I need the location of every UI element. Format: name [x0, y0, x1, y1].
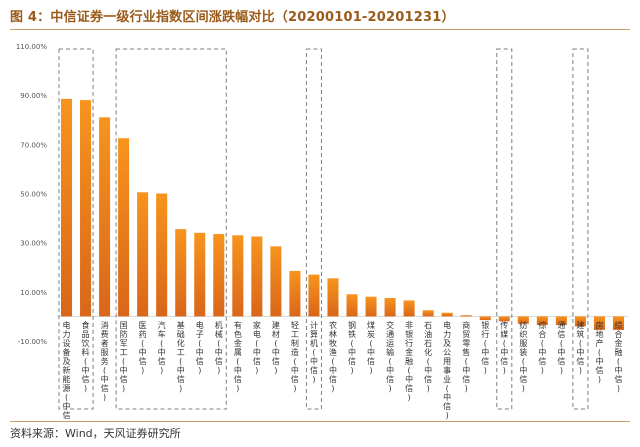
title-divider: [10, 29, 630, 30]
bar: [99, 117, 111, 317]
bar: [137, 192, 149, 317]
bar: [612, 316, 624, 330]
bar-chart: -10.00% 10.00% 30.00% 50.00% 70.00% 90.00% 110…: [16, 43, 628, 420]
category-label: 交通运输(中信): [386, 320, 394, 393]
bar: [118, 138, 130, 317]
bar: [517, 316, 529, 324]
y-tick-label: 110.00%: [16, 43, 47, 51]
highlight-box: [496, 48, 513, 410]
bar: [213, 234, 225, 317]
bar: [479, 316, 491, 321]
bar: [289, 270, 301, 317]
category-label: 房地产(中信): [595, 320, 603, 384]
bar: [593, 316, 605, 330]
category-label: 传媒(中信): [500, 320, 508, 375]
category-label: 家电(中信): [253, 320, 261, 375]
source-note: 资料来源：Wind，天风证券研究所: [10, 427, 181, 440]
category-label: 计算机(中信): [310, 320, 318, 384]
category-label: 食品饮料(中信): [82, 320, 90, 393]
bar: [536, 316, 548, 326]
bar-series: [61, 98, 624, 330]
category-label: 非银行金融(中信): [405, 320, 413, 402]
category-label: 机械(中信): [215, 320, 223, 375]
category-label: 国防军工(中信): [120, 321, 128, 393]
category-label: 有色金属(中信): [234, 320, 242, 393]
y-axis: -10.00% 10.00% 30.00% 50.00% 70.00% 90.00% 110…: [16, 43, 48, 346]
bar: [251, 236, 263, 317]
highlight-box: [572, 48, 589, 410]
category-label: 农林牧渔(中信): [329, 320, 337, 393]
category-label: 建筑(中信): [576, 320, 584, 375]
category-labels: 电力设备及新能源(中信) 食品饮料(中信) 消费者服务(中信) 国防军工(中信) 医药(…: [63, 320, 623, 420]
highlight-boxes: [58, 48, 589, 410]
bar: [422, 310, 434, 317]
bar: [270, 246, 282, 317]
bar: [574, 316, 586, 327]
y-tick-label: 30.00%: [20, 240, 47, 248]
category-label: 电力设备及新能源(中信): [63, 320, 71, 420]
category-label: 银行(中信): [481, 320, 489, 375]
category-label: 商贸零售(中信): [462, 320, 470, 393]
highlight-box: [58, 48, 94, 410]
bar: [441, 312, 453, 317]
bar: [80, 100, 92, 317]
category-label: 建材(中信): [272, 320, 280, 375]
bar: [175, 229, 187, 317]
category-label: 通信(中信): [557, 320, 565, 375]
y-tick-label: 70.00%: [20, 141, 47, 149]
bar: [555, 316, 567, 326]
category-label: 电力及公用事业(中信): [443, 320, 451, 420]
bar: [308, 274, 320, 317]
category-label: 石油石化(中信): [424, 321, 432, 393]
bar: [61, 98, 73, 317]
bar: [384, 297, 396, 317]
y-tick-label: 10.00%: [20, 289, 47, 297]
bar: [365, 296, 377, 317]
category-label: 消费者服务(中信): [101, 320, 109, 402]
figure-title: 图 4：中信证券一级行业指数区间涨跌幅对比（20200101-20201231）: [10, 10, 455, 25]
y-tick-label: 90.00%: [20, 92, 47, 100]
highlight-box: [305, 48, 322, 410]
category-label: 轻工制造(中信): [291, 320, 299, 393]
category-label: 纺织服装(中信): [519, 320, 527, 393]
category-label: 基础化工(中信): [177, 320, 185, 393]
highlight-box: [115, 48, 227, 410]
category-label: 综合(中信): [538, 320, 546, 375]
bar: [327, 278, 339, 317]
bar: [498, 316, 510, 322]
category-label: 煤炭(中信): [367, 320, 375, 375]
y-tick-label: -10.00%: [18, 338, 48, 346]
category-label: 钢铁(中信): [348, 320, 356, 375]
category-label: 综合金融(中信): [614, 320, 622, 393]
bar: [403, 300, 415, 317]
category-label: 汽车(中信): [158, 320, 166, 375]
bar: [232, 235, 244, 317]
y-tick-label: 50.00%: [20, 191, 47, 199]
bar: [194, 232, 206, 317]
category-label: 医药(中信): [139, 321, 147, 375]
footer-divider: [10, 421, 630, 422]
bar: [346, 294, 358, 317]
category-label: 电子(中信): [196, 320, 204, 375]
bar: [460, 315, 472, 317]
bar: [156, 193, 168, 317]
